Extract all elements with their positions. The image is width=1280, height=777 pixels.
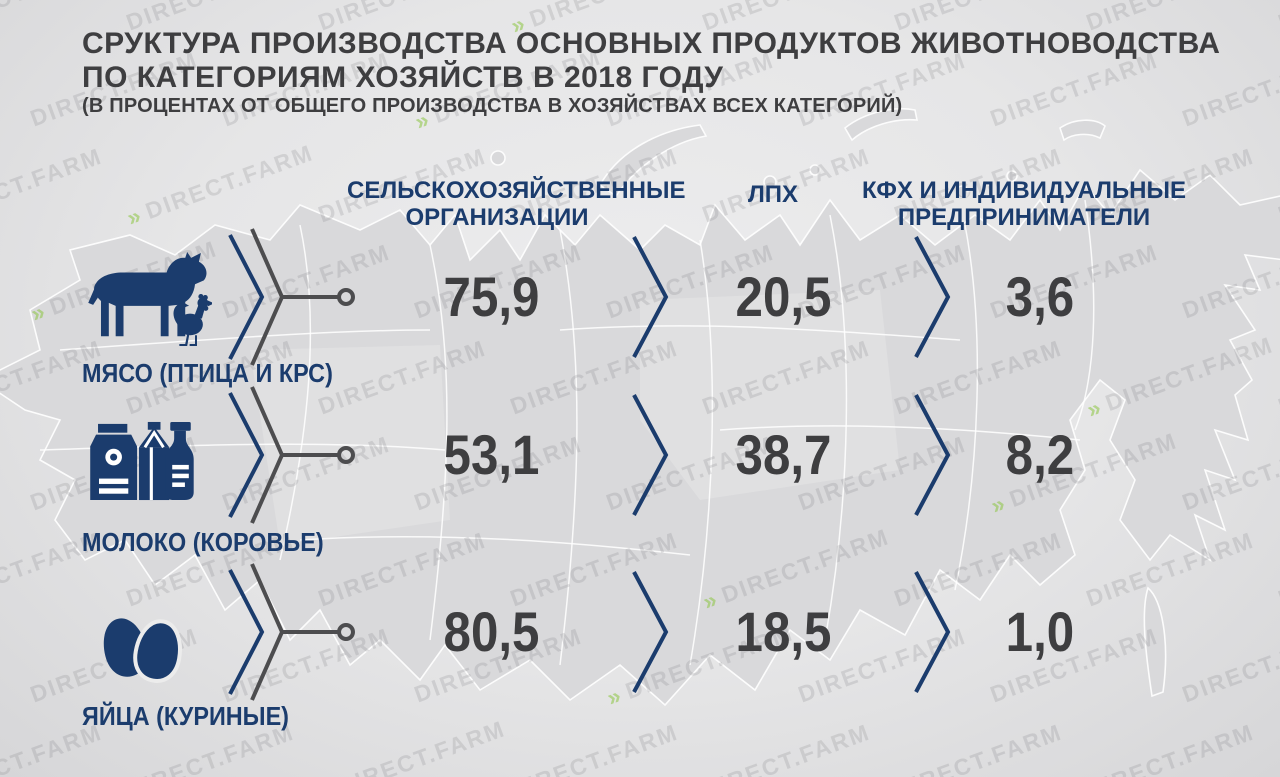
chevron-separator-icon [630,235,670,359]
page-title: СРУКТУРА ПРОИЗВОДСТВА ОСНОВНЫХ ПРОДУКТОВ… [82,27,1220,95]
cow-and-chicken-icon [84,250,215,346]
value-milk-kfh: 8,2 [1005,423,1075,486]
island-severnaya-zemlya [843,108,918,142]
chevron-separator-icon [630,570,670,694]
value-eggs-agricultural-organizations: 80,5 [443,600,539,663]
value-milk-lph: 38,7 [735,423,831,486]
island-sakhalin [1143,586,1167,698]
title-line-2: ПО КАТЕГОРИЯМ ХОЗЯЙСТВ В 2018 ГОДУ [82,61,724,94]
chevron-separator-icon [630,393,670,517]
russia-mainland-shape [0,168,1280,707]
value-eggs-lph: 18,5 [735,600,831,663]
value-meat-kfh: 3,6 [1005,265,1075,328]
connector-branch-row-eggs [222,562,362,702]
column-header-lph: ЛПХ [747,181,799,208]
chevron-separator-icon [912,235,952,359]
row-label-eggs: ЯЙЦА (КУРИНЫЕ) [82,701,289,731]
island-novaya-zemlya [598,124,708,198]
page-subtitle: (В ПРОЦЕНТАХ ОТ ОБЩЕГО ПРОИЗВОДСТВА В ХО… [82,95,903,117]
value-meat-agricultural-organizations: 75,9 [443,265,539,328]
column-header-agricultural-organizations: СЕЛЬСКОХОЗЯЙСТВЕННЫЕ ОРГАНИЗАЦИИ [347,177,686,231]
column-header-kfh-individual: КФХ И ИНДИВИДУАЛЬНЫЕ ПРЕДПРИНИМАТЕЛИ [862,177,1186,231]
eggs-icon [95,610,195,688]
row-label-milk: МОЛОКО (КОРОВЬЕ) [82,527,324,557]
chevron-separator-icon [912,570,952,694]
value-meat-lph: 20,5 [735,265,831,328]
row-label-meat: МЯСО (ПТИЦА И КРС) [82,358,333,388]
connector-branch-row-milk [222,385,362,525]
milk-products-icon [86,420,194,502]
island-arctic-small [1059,119,1106,142]
value-milk-agricultural-organizations: 53,1 [443,423,539,486]
connector-branch-row-meat [222,227,362,367]
value-eggs-kfh: 1,0 [1005,600,1075,663]
title-line-1: СРУКТУРА ПРОИЗВОДСТВА ОСНОВНЫХ ПРОДУКТОВ… [82,27,1221,60]
chevron-separator-icon [912,393,952,517]
